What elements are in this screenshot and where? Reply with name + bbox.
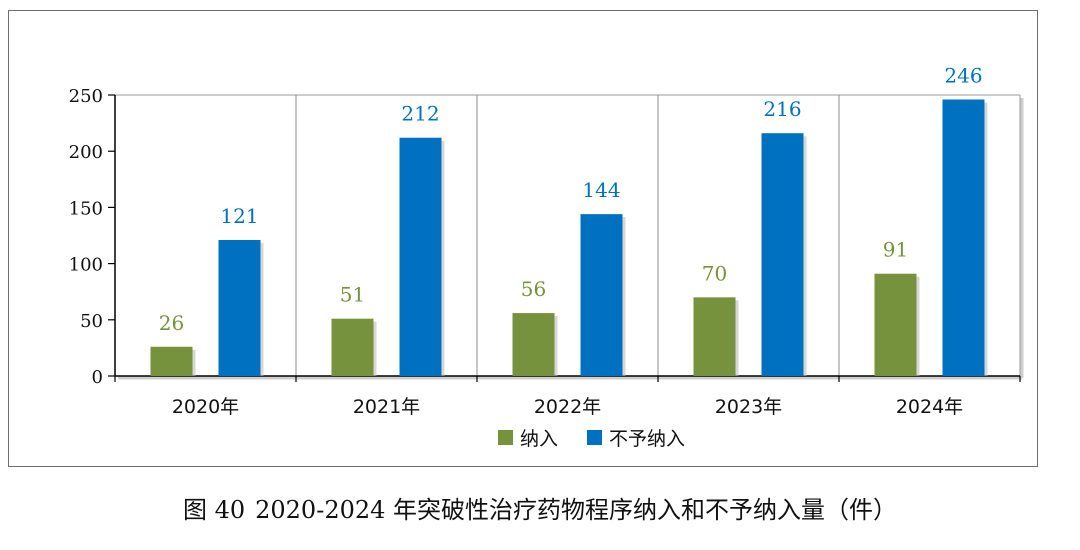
bar-chart: 0 50 100 150 200 250 26 121 2020年 51 212 2021年 56 144…: [69, 63, 1024, 450]
bar-admitted: [331, 318, 374, 376]
data-label: 121: [220, 204, 258, 228]
y-tick-label: 100: [69, 255, 103, 276]
data-label: 216: [763, 97, 801, 121]
data-label: 56: [521, 277, 546, 301]
x-tick-label: 2020年: [172, 396, 239, 418]
y-tick-label: 250: [69, 86, 103, 107]
bar-not-admitted: [218, 239, 261, 376]
x-tick-label: 2021年: [353, 396, 420, 418]
data-label: 70: [702, 261, 727, 285]
data-label: 212: [401, 102, 439, 126]
legend-swatch-not-admitted: [587, 430, 602, 445]
legend-label: 纳入: [520, 428, 558, 450]
bar-not-admitted: [399, 137, 442, 376]
data-label: 51: [340, 283, 365, 307]
legend: 纳入 不予纳入: [498, 428, 685, 450]
bar-not-admitted: [761, 133, 804, 376]
figure-title: 2020-2024 年突破性治疗药物程序纳入和不予纳入量（件）: [255, 496, 898, 524]
y-tick-label: 200: [69, 142, 103, 163]
chart-frame: [8, 10, 1038, 467]
legend-swatch-admitted: [498, 430, 513, 445]
y-tick-label: 150: [69, 198, 103, 219]
x-tick-label: 2022年: [534, 396, 601, 418]
figure-caption: 图 40 2020-2024 年突破性治疗药物程序纳入和不予纳入量（件）: [0, 490, 1080, 525]
y-tick-label: 0: [92, 367, 103, 388]
bar-admitted: [693, 297, 736, 376]
bar-admitted: [150, 346, 193, 376]
legend-label: 不予纳入: [609, 428, 685, 450]
bars-layer: [150, 99, 988, 376]
data-label: 91: [883, 238, 908, 262]
bar-not-admitted: [580, 214, 623, 376]
bar-not-admitted: [942, 99, 985, 376]
data-label: 144: [582, 178, 620, 202]
y-tick-label: 50: [80, 311, 103, 332]
bar-admitted: [874, 273, 917, 376]
labels-layer: 0 50 100 150 200 250 26 121 2020年 51 212 2021年 56 144…: [69, 63, 983, 418]
bar-admitted: [512, 313, 555, 376]
data-label: 26: [159, 311, 184, 335]
x-tick-label: 2024年: [896, 396, 963, 418]
data-label: 246: [944, 63, 982, 87]
figure-number: 图 40: [182, 496, 246, 524]
grid-layer: [108, 94, 1024, 382]
x-tick-label: 2023年: [715, 396, 782, 418]
